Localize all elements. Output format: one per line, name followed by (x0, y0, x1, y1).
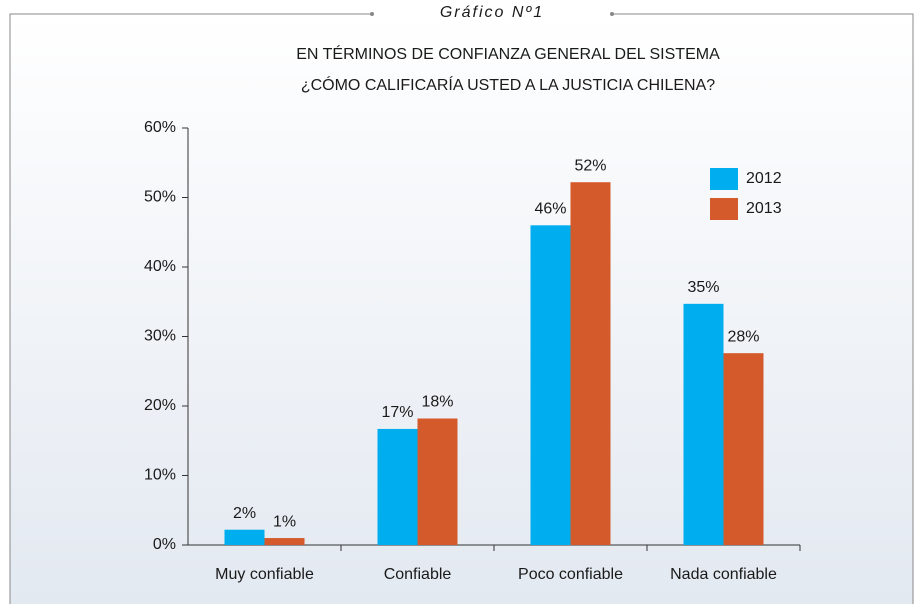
figure-label: Gráfico Nº1 (440, 4, 544, 21)
bar (377, 428, 418, 545)
frame-background (10, 14, 913, 604)
data-label: 52% (574, 157, 606, 174)
data-label: 46% (534, 201, 566, 218)
y-tick-label: 40% (144, 258, 176, 275)
x-tick-label: Nada confiable (670, 566, 777, 583)
y-tick-label: 30% (144, 328, 176, 345)
legend-label: 2013 (746, 200, 782, 217)
bar (723, 353, 764, 545)
data-label: 28% (727, 328, 759, 345)
bar (264, 538, 305, 545)
x-tick-label: Confiable (384, 566, 452, 583)
bar (417, 418, 458, 545)
frame-dot (610, 12, 614, 16)
x-tick-label: Muy confiable (215, 566, 314, 583)
y-tick-label: 60% (144, 119, 176, 136)
bar (224, 529, 265, 545)
y-tick-label: 20% (144, 397, 176, 414)
y-tick-label: 0% (153, 536, 176, 553)
chart-title: ¿CÓMO CALIFICARÍA USTED A LA JUSTICIA CH… (301, 75, 715, 94)
data-label: 17% (381, 404, 413, 421)
legend-swatch (710, 168, 738, 190)
data-label: 2% (233, 505, 256, 522)
data-label: 1% (273, 513, 296, 530)
chart-title: EN TÉRMINOS DE CONFIANZA GENERAL DEL SIS… (296, 44, 720, 63)
data-label: 18% (421, 394, 453, 411)
legend-swatch (710, 198, 738, 220)
y-tick-label: 10% (144, 467, 176, 484)
x-tick-label: Poco confiable (518, 566, 623, 583)
data-label: 35% (687, 279, 719, 296)
bar (683, 303, 724, 545)
bar (530, 225, 571, 546)
y-tick-label: 50% (144, 189, 176, 206)
legend-label: 2012 (746, 170, 782, 187)
bar (570, 182, 611, 545)
frame-border (9, 13, 914, 604)
frame-dot (370, 12, 374, 16)
